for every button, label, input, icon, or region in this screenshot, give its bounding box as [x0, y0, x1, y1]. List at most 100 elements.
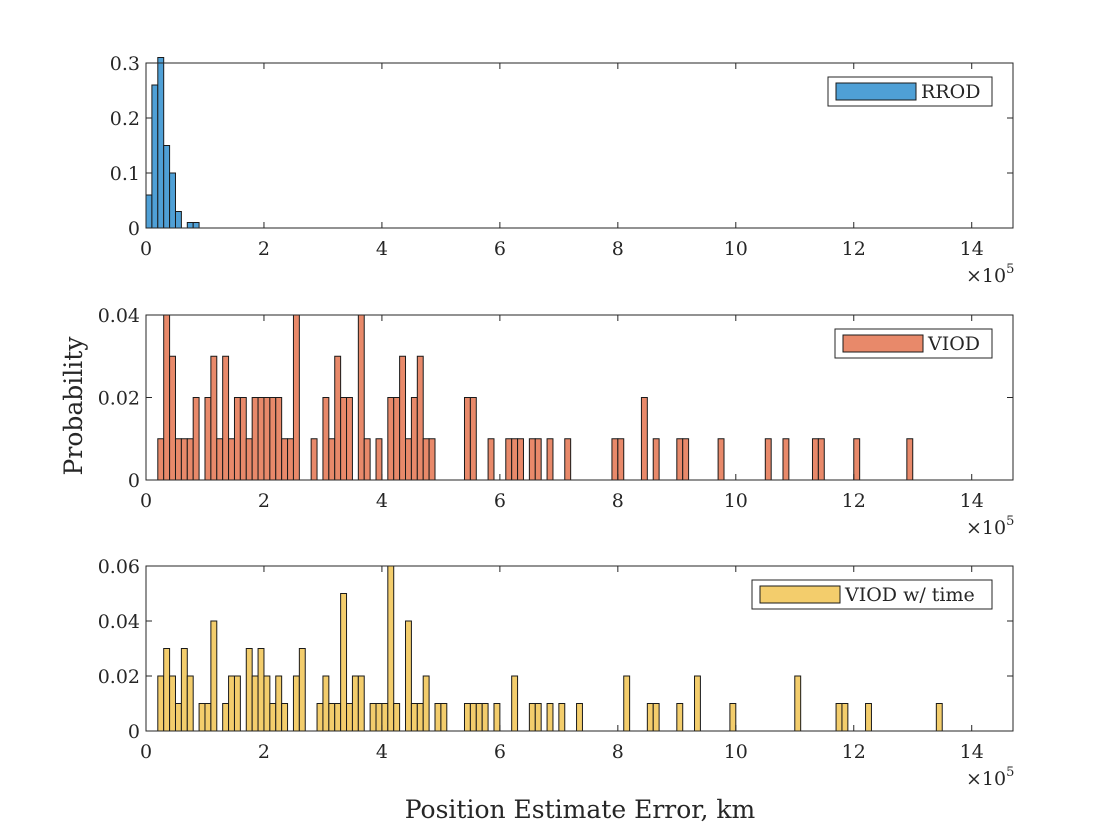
- legend: VIOD: [834, 328, 993, 359]
- histogram-bar: [228, 675, 235, 732]
- legend-swatch: [835, 82, 917, 101]
- histogram-bar: [534, 703, 542, 732]
- x-exponent-base: ×10: [966, 768, 1006, 790]
- histogram-bar: [233, 397, 241, 481]
- histogram-bar: [204, 397, 212, 481]
- histogram-bar: [617, 438, 625, 481]
- histogram-bar: [652, 703, 660, 732]
- histogram-bar: [375, 438, 383, 481]
- histogram-bar: [405, 438, 412, 481]
- histogram-bar: [340, 593, 348, 732]
- histogram-bar: [257, 648, 265, 732]
- x-tick-label: 12: [842, 490, 866, 512]
- histogram-bar: [906, 438, 914, 481]
- histogram-bar: [298, 648, 306, 732]
- histogram-bar: [269, 703, 277, 732]
- histogram-bar: [528, 703, 536, 732]
- legend-label: VIOD w/ time: [844, 584, 975, 606]
- histogram-bar: [263, 675, 271, 732]
- y-tick-label: 0.1: [110, 163, 140, 185]
- y-tick-label: 0.04: [98, 611, 140, 633]
- histogram-bar: [511, 438, 519, 481]
- histogram-bar: [463, 703, 471, 732]
- x-exponent-base: ×10: [966, 517, 1006, 539]
- x-tick-label: 4: [376, 238, 388, 260]
- legend-swatch: [842, 334, 924, 353]
- histogram-bar: [682, 438, 690, 481]
- histogram-bar: [163, 145, 171, 229]
- x-tick-label: 10: [724, 490, 748, 512]
- histogram-bar: [865, 703, 872, 732]
- histogram-bar: [528, 438, 536, 481]
- histogram-bar: [676, 703, 684, 732]
- y-tick-label: 0.02: [98, 388, 140, 410]
- x-exponent-power: 5: [1006, 765, 1014, 780]
- histogram-bar: [174, 438, 182, 481]
- x-exponent-base: ×10: [966, 265, 1006, 287]
- x-tick-label: 2: [258, 238, 270, 260]
- histogram-bar: [257, 397, 265, 481]
- x-tick-label: 8: [612, 741, 624, 763]
- histogram-bar: [186, 438, 194, 481]
- histogram-bar: [481, 703, 489, 732]
- histogram-bar: [174, 211, 182, 229]
- histogram-bar: [558, 703, 566, 732]
- histogram-bar: [422, 438, 430, 481]
- histogram-bar: [287, 438, 294, 481]
- panel-3: 0 2 4 6 8 10 12 14 0 0.02 0.04 0.06 ×105 VIOD w/ time: [98, 556, 1015, 790]
- histogram-bar: [281, 438, 289, 481]
- histogram-bar: [192, 397, 200, 481]
- histogram-bar: [210, 620, 218, 732]
- histogram-bar: [463, 397, 471, 481]
- histogram-bar: [322, 675, 330, 732]
- histogram-bar: [410, 703, 418, 732]
- legend-swatch: [759, 585, 841, 604]
- histogram-bar: [263, 397, 271, 481]
- histogram-bar: [310, 438, 318, 481]
- histogram-bar: [576, 703, 583, 732]
- histogram-bar: [811, 438, 819, 481]
- legend-label: VIOD: [927, 333, 980, 355]
- histogram-bar: [245, 438, 253, 481]
- x-tick-label: 6: [494, 490, 506, 512]
- histogram-bar: [652, 438, 660, 481]
- histogram-bar: [546, 438, 554, 481]
- histogram-bar: [192, 222, 200, 229]
- histogram-bar: [269, 397, 277, 481]
- histogram-bar: [475, 703, 483, 732]
- histogram-bar: [546, 703, 554, 732]
- histogram-bar: [393, 397, 401, 481]
- histogram-bar: [493, 703, 501, 732]
- x-tick-label: 6: [494, 741, 506, 763]
- histogram-bar: [640, 397, 648, 481]
- x-tick-label: 14: [960, 238, 984, 260]
- x-tick-label: 12: [842, 238, 866, 260]
- x-exponent-label: ×105: [966, 514, 1014, 539]
- panel-1: 0 2 4 6 8 10 12 14 0 0.1 0.2 0.3 ×105 RROD: [110, 53, 1015, 287]
- histogram-bar: [717, 438, 725, 481]
- y-tick-label: 0: [128, 218, 140, 240]
- histogram-bar: [316, 703, 324, 732]
- x-tick-label: 4: [376, 490, 388, 512]
- histogram-bar: [292, 675, 300, 732]
- histogram-bar: [204, 703, 212, 732]
- histogram-bar: [357, 314, 365, 481]
- histogram-bar: [853, 438, 861, 481]
- histogram-bar: [835, 703, 843, 732]
- histogram-bar: [228, 438, 235, 481]
- histogram-bar: [623, 675, 631, 732]
- x-tick-label: 14: [960, 490, 984, 512]
- histogram-bar: [794, 675, 802, 732]
- histogram-bar: [340, 397, 348, 481]
- histogram-bar: [346, 397, 353, 481]
- histogram-bar: [534, 438, 542, 481]
- histogram-bar: [440, 703, 448, 732]
- histogram-bar: [174, 703, 182, 732]
- x-tick-label: 14: [960, 741, 984, 763]
- y-tick-label: 0.2: [110, 108, 140, 130]
- histogram-bar: [375, 703, 383, 732]
- histogram-bar: [405, 620, 412, 732]
- histogram-bar: [169, 355, 176, 481]
- histogram-bar: [428, 438, 436, 481]
- histogram-bar: [422, 675, 430, 732]
